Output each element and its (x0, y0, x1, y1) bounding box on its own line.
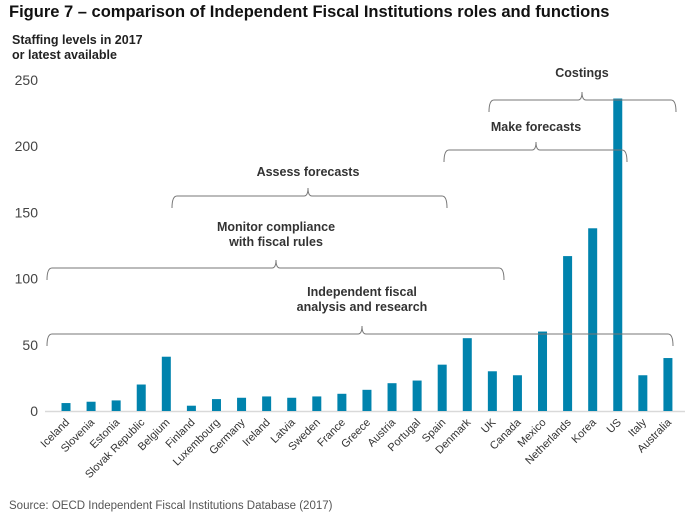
bar (61, 403, 71, 411)
bar (588, 228, 598, 411)
annotation-label: Make forecasts (491, 120, 581, 134)
y-tick-label: 150 (15, 204, 39, 220)
bar (487, 371, 497, 411)
y-tick-label: 200 (15, 138, 39, 154)
x-tick-label: Ireland (240, 417, 272, 449)
y-axis-label: Staffing levels in 2017 or latest availa… (12, 33, 143, 62)
bar (262, 396, 272, 411)
annotation-bracket (46, 325, 674, 347)
bar (161, 356, 171, 411)
bar (287, 397, 297, 411)
bar (312, 396, 322, 411)
bar (512, 375, 522, 411)
y-tick-label: 50 (22, 337, 38, 353)
bar (538, 331, 548, 411)
source-note: Source: OECD Independent Fiscal Institut… (9, 500, 333, 512)
annotation-bracket (171, 187, 448, 209)
annotation-label: Independent fiscal (307, 285, 417, 299)
x-tick-label: UK (479, 416, 499, 436)
bar (237, 397, 247, 411)
annotation-label: Assess forecasts (257, 165, 360, 179)
bar (663, 358, 673, 411)
annotation-label: analysis and research (297, 300, 428, 314)
annotation-label: Monitor compliance (217, 220, 335, 234)
annotation-label: with fiscal rules (228, 235, 323, 249)
bar (186, 405, 196, 411)
bar (86, 401, 96, 411)
bar (638, 375, 648, 411)
bar (337, 393, 347, 411)
bar (613, 98, 623, 411)
bar (362, 389, 372, 411)
annotation-label: Costings (555, 66, 609, 80)
y-tick-label: 100 (15, 271, 39, 287)
bar (412, 380, 422, 411)
annotation-bracket (443, 141, 628, 163)
y-tick-label: 0 (30, 403, 38, 419)
bar (437, 364, 447, 411)
annotation-bracket (488, 91, 677, 113)
x-tick-label: Korea (570, 416, 600, 446)
bar (387, 383, 397, 411)
bar (111, 400, 121, 411)
bar (136, 384, 146, 411)
bar (211, 399, 221, 411)
x-tick-label: US (605, 417, 624, 436)
y-tick-label: 250 (15, 72, 39, 88)
bar (462, 338, 472, 411)
chart-title: Figure 7 – comparison of Independent Fis… (9, 3, 610, 21)
annotation-bracket (46, 259, 505, 281)
